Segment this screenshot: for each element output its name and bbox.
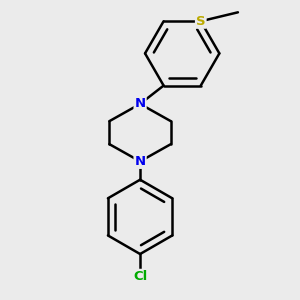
Text: Cl: Cl [133, 270, 147, 283]
Text: N: N [134, 98, 146, 110]
Text: N: N [134, 155, 146, 168]
Text: S: S [196, 15, 206, 28]
